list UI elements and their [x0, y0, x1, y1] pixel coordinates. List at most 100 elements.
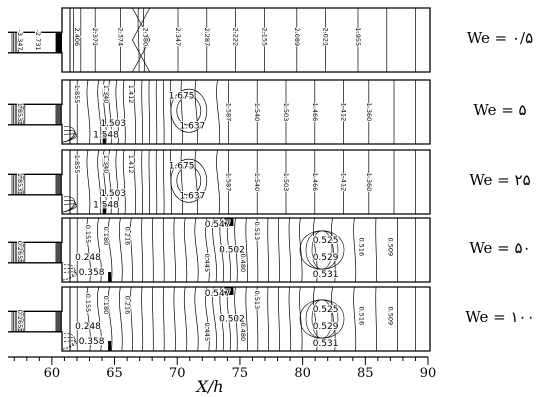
contour-value-label: 1.675 [169, 92, 195, 102]
contour-value-label: 2.347 [174, 27, 182, 46]
contour-value-label: 0.445 [203, 322, 211, 341]
contour-value-label: 0.180 [102, 227, 110, 246]
x-tick-label: 85 [357, 366, 374, 381]
contour-value-label: 2.222 [232, 27, 240, 46]
contour-panel: -3.347 -2.731 2.406 2.371 2.374 2.380 2.347 2.2… [8, 8, 430, 72]
x-tick-label: 65 [106, 366, 123, 381]
contour-line [246, 218, 248, 282]
contour-value-label: 0.265 [16, 310, 24, 329]
contour-value-label: 0.516 [358, 306, 366, 325]
dense-contour-spot [108, 341, 111, 351]
contour-value-label: 1.855 [73, 155, 81, 174]
contour-line [376, 287, 377, 351]
contour-value-label: 1.587 [224, 173, 232, 192]
contour-line [149, 80, 150, 144]
contour-value-label: 1.412 [340, 103, 348, 122]
contour-value-label: 2.155 [260, 27, 268, 46]
contour-value-label: 2.371 [91, 27, 99, 46]
contour-value-label: 2.287 [203, 27, 211, 46]
contour-value-label: 1.540 [253, 103, 261, 122]
contour-value-label: 0.216 [124, 227, 132, 246]
dense-contour-spot [108, 272, 111, 282]
contour-line [376, 218, 377, 282]
contour-value-label: 1.855 [73, 85, 81, 104]
contour-line [354, 287, 356, 351]
x-axis-tickmarks [14, 357, 428, 365]
contour-value-label: 0.358 [79, 337, 105, 347]
contour-value-label: 1.675 [169, 162, 195, 172]
contour-line [153, 287, 154, 351]
contour-value-label: 0.248 [75, 253, 101, 263]
contour-value-label: 0.180 [102, 296, 110, 315]
weissenberg-label: We = ۱۰۰ [458, 308, 542, 326]
contour-line [142, 150, 143, 214]
contour-value-label: 1.637 [180, 122, 206, 132]
contour-value-label: 1.340 [102, 155, 110, 174]
contour-line [156, 150, 157, 214]
x-axis-label: X/h [194, 377, 223, 396]
contour-value-label: 0.547 [205, 289, 231, 299]
contour-line [216, 150, 219, 214]
contour-line [153, 218, 154, 282]
contour-line [163, 287, 164, 351]
contour-line [138, 8, 139, 72]
contour-value-label: 0.155 [84, 225, 92, 244]
contour-value-label: 1.540 [253, 173, 261, 192]
contour-line [119, 218, 122, 282]
contour-panel: 0.2650.1550.2480.3580.180 0.2160.5470.502… [8, 287, 430, 351]
contour-value-label: 0.480 [239, 253, 247, 272]
contour-line [123, 150, 125, 214]
contour-line [268, 218, 269, 282]
contour-value-label: 0.525 [313, 236, 339, 246]
contour-line [87, 80, 90, 144]
contour-line [163, 150, 164, 214]
weissenberg-label: We = ۲۵ [458, 171, 542, 189]
contour-line [278, 287, 279, 351]
contour-value-label: 0.509 [386, 306, 394, 325]
contour-value-label: 0.525 [313, 305, 339, 315]
x-tick-label: 70 [169, 366, 186, 381]
contour-line [87, 150, 90, 214]
contour-value-label: -2.731 [34, 30, 42, 51]
contour-value-label: 0.531 [313, 270, 339, 280]
contour-value-label: 0.529 [313, 253, 339, 263]
contour-line [156, 80, 157, 144]
contour-value-label: 1.360 [365, 103, 373, 122]
contour-line [195, 218, 198, 282]
contour-line [216, 80, 219, 144]
contour-value-label: 1.503 [282, 173, 290, 192]
contour-line [184, 218, 187, 282]
x-tick-label: 90 [420, 366, 437, 381]
contour-value-label: 0.547 [205, 220, 231, 230]
contour-value-label: 2.374 [116, 27, 124, 46]
contour-line [184, 287, 187, 351]
contour-line [278, 218, 279, 282]
contour-value-label: 1.466 [311, 173, 319, 192]
contour-line [181, 80, 183, 144]
contour-line [195, 150, 198, 214]
contour-value-label: 1.503 [100, 119, 126, 129]
contour-panel: 0.2650.1550.2480.3580.180 0.2160.5470.502… [8, 218, 430, 282]
weissenberg-label: We = ۵۰ [458, 239, 542, 257]
contour-value-label: -3.347 [16, 30, 24, 51]
contour-value-label: 1.360 [365, 173, 373, 192]
contour-line [268, 287, 269, 351]
contour-value-label: 1.548 [93, 201, 119, 211]
contour-line [163, 80, 164, 144]
contour-value-label: 2.406 [73, 27, 81, 46]
contour-value-label: 1.853 [16, 173, 24, 192]
x-tick-label: 80 [294, 366, 311, 381]
contour-value-label: 1.466 [311, 103, 319, 122]
weissenberg-label: We = ۵ [458, 101, 542, 119]
contour-panel: 1.8531.8551.5481.5031.340 1.412 1.6751.637… [8, 80, 430, 144]
contour-line [149, 150, 150, 214]
contour-line [119, 287, 122, 351]
contour-line [123, 80, 125, 144]
contour-line [142, 80, 143, 144]
contour-panel: 1.8531.8551.5481.5031.340 1.412 1.6751.637… [8, 150, 430, 214]
contour-value-label: 1.637 [180, 192, 206, 202]
contour-line [289, 287, 291, 351]
x-axis: 60 65 70 75 80 85 90 X/h [8, 357, 436, 396]
contour-value-label: 1.412 [127, 85, 135, 104]
